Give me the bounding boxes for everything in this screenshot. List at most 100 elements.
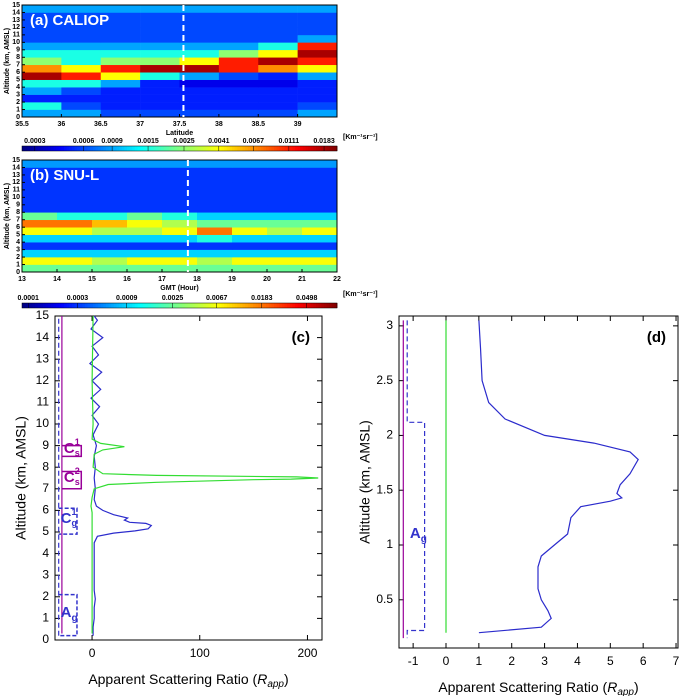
colorbar-segment xyxy=(100,146,104,151)
label-sub: s xyxy=(75,478,80,488)
heat-cell xyxy=(258,34,298,43)
heat-cell xyxy=(61,72,102,80)
colorbar-segment xyxy=(137,303,141,308)
layer-bracket xyxy=(58,507,78,535)
y-tick-label: 2 xyxy=(16,254,20,261)
heat-cell xyxy=(127,160,163,168)
colorbar-segment xyxy=(127,303,131,308)
heat-cell xyxy=(302,257,338,265)
heat-cell xyxy=(61,57,102,66)
heat-cell xyxy=(218,87,259,95)
heat-cell xyxy=(258,19,298,28)
heat-cell xyxy=(92,227,128,235)
colorbar-tick-label: 0.0001 xyxy=(18,295,40,302)
colorbar-segment xyxy=(237,146,241,151)
colorbar-segment xyxy=(134,303,138,308)
heat-cell xyxy=(302,189,338,198)
heat-cell xyxy=(179,57,220,66)
colorbar-tick-label: 0.0009 xyxy=(101,138,123,145)
x-tick-label: 35.5 xyxy=(15,121,29,128)
heat-cell xyxy=(297,94,338,103)
heat-cell xyxy=(92,204,128,213)
heat-cell xyxy=(297,49,338,58)
colorbar-segment xyxy=(250,146,254,151)
heat-cell xyxy=(258,49,298,58)
colorbar-segment xyxy=(129,146,133,151)
heat-cell xyxy=(57,227,93,235)
colorbar-segment xyxy=(90,303,94,308)
heat-cell xyxy=(127,204,163,213)
colorbar-segment xyxy=(211,303,215,308)
colorbar-segment xyxy=(35,146,39,151)
heat-cell xyxy=(197,174,233,183)
heat-cell xyxy=(22,79,62,88)
x-label-close: ) xyxy=(284,671,289,687)
y-tick-label: 2.5 xyxy=(376,373,393,387)
heat-cell xyxy=(267,257,303,265)
colorbar-segment xyxy=(247,146,251,151)
colorbar-segment xyxy=(176,146,180,151)
heat-cell xyxy=(302,167,338,176)
colorbar-segment xyxy=(234,303,238,308)
colorbar-segment xyxy=(292,303,296,308)
x-tick-label: 6 xyxy=(640,654,647,668)
x-tick-label: 22 xyxy=(333,276,341,283)
y-axis-label: Altitude (km, AMSL) xyxy=(357,420,373,544)
heat-cell xyxy=(162,249,198,258)
colorbar-segment xyxy=(145,146,149,151)
colorbar-segment xyxy=(232,303,236,308)
colorbar-segment xyxy=(331,146,335,151)
heat-cell xyxy=(140,57,180,66)
heat-cell xyxy=(232,167,268,176)
colorbar-segment xyxy=(48,146,52,151)
heat-cell xyxy=(218,34,259,43)
colorbar-segment xyxy=(71,303,75,308)
plot-frame xyxy=(54,315,323,641)
heat-cell xyxy=(22,87,62,95)
colorbar-segment xyxy=(279,303,283,308)
colorbar-segment xyxy=(95,303,99,308)
heat-cell xyxy=(267,160,303,168)
colorbar-segment xyxy=(53,146,57,151)
colorbar-segment xyxy=(85,303,89,308)
colorbar-segment xyxy=(58,146,62,151)
heat-cell xyxy=(267,197,303,206)
heat-cell xyxy=(140,5,180,13)
heat-cell xyxy=(127,242,163,250)
layer-label: Ag xyxy=(410,525,427,545)
colorbar-segment xyxy=(106,303,110,308)
heat-cell xyxy=(297,87,338,95)
panel-tag: (c) xyxy=(292,329,310,346)
heat-cell xyxy=(232,160,268,168)
colorbar-segment xyxy=(268,303,272,308)
heat-cell xyxy=(57,242,93,250)
y-tick-label: 3 xyxy=(42,567,49,581)
colorbar-segment xyxy=(213,146,217,151)
colorbar-segment xyxy=(271,303,275,308)
colorbar-segment xyxy=(74,303,78,308)
heat-cell xyxy=(179,19,220,28)
heat-cell xyxy=(297,102,338,110)
heat-cell xyxy=(22,174,58,183)
heat-cell xyxy=(100,79,141,88)
heat-cell xyxy=(232,257,268,265)
label-sub: g xyxy=(72,519,78,529)
heat-cell xyxy=(162,160,198,168)
heat-cell xyxy=(127,174,163,183)
heat-cell xyxy=(258,102,298,110)
heat-cell xyxy=(162,219,198,228)
y-tick-label: 1.5 xyxy=(376,482,393,496)
y-tick-label: 3 xyxy=(386,318,393,332)
colorbar-segment xyxy=(216,303,220,308)
y-tick-label: 2 xyxy=(386,428,393,442)
y-tick-label: 5 xyxy=(42,524,49,538)
series-line xyxy=(90,315,319,634)
colorbar-segment xyxy=(258,303,262,308)
heat-cell xyxy=(22,94,62,103)
heat-cell xyxy=(61,87,102,95)
y-tick-label: 1 xyxy=(16,261,20,268)
colorbar-segment xyxy=(263,303,267,308)
colorbar-segment xyxy=(242,303,246,308)
layer-label: C1 g xyxy=(61,508,77,529)
colorbar-segment xyxy=(295,303,299,308)
